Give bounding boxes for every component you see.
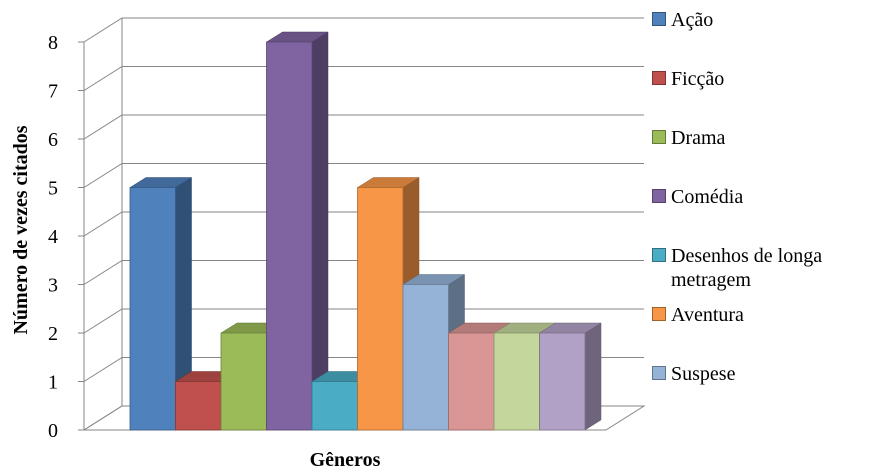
legend-label: Drama <box>671 127 726 149</box>
y-tick-label: 5 <box>48 178 58 200</box>
legend-label: Comédia <box>671 186 744 208</box>
bar <box>265 31 329 431</box>
bar <box>129 177 193 431</box>
legend-swatch <box>652 248 666 262</box>
gridlines <box>83 17 644 431</box>
y-tick-label: 6 <box>48 129 58 151</box>
bar-front <box>220 332 267 431</box>
legend-label: Ação <box>671 9 714 31</box>
bar-side <box>311 31 329 431</box>
gridline <box>83 17 644 43</box>
gridline <box>83 163 644 188</box>
legend-item: Drama <box>652 126 871 150</box>
gridline <box>83 260 644 285</box>
legend-swatch <box>652 71 666 85</box>
legend-swatch <box>652 189 666 203</box>
legend-item: Ficção <box>652 67 871 91</box>
y-tick-label: 3 <box>48 275 58 297</box>
y-tick-label: 4 <box>48 226 58 248</box>
bar-front <box>266 41 313 431</box>
legend-item: Comédia <box>652 185 871 209</box>
legend-label: Desenhos de longa metragem <box>671 245 823 291</box>
y-tick-label: 1 <box>48 372 58 394</box>
y-tick-label: 7 <box>48 81 58 103</box>
bar-front <box>493 332 540 431</box>
legend-swatch <box>652 366 666 380</box>
bar-front <box>448 332 495 431</box>
legend-item: Aventura <box>652 303 871 327</box>
gridline <box>83 308 644 334</box>
bar-side <box>584 322 602 431</box>
gridline <box>83 66 644 91</box>
bar-front <box>311 381 358 431</box>
legend-item: Desenhos de longa metragem <box>652 244 871 292</box>
y-tick-label: 0 <box>48 420 58 442</box>
bar <box>538 322 602 431</box>
legend-swatch <box>652 307 666 321</box>
y-axis-ticks: 0 1 2 3 4 5 6 7 8 <box>48 32 84 442</box>
x-axis-title: Gêneros <box>310 449 381 470</box>
bar-front <box>129 187 176 431</box>
legend-swatch <box>652 130 666 144</box>
gridline <box>83 114 644 140</box>
y-tick-label: 8 <box>48 32 58 54</box>
bar-front <box>539 332 586 431</box>
legend-label: Ficção <box>671 68 725 90</box>
legend-item: Suspese <box>652 362 871 386</box>
y-tick-label: 2 <box>48 323 58 345</box>
y-axis-title: Número de vezes citados <box>10 125 32 334</box>
legend-label: Suspese <box>671 363 736 385</box>
bars <box>129 31 602 431</box>
bar-front <box>175 381 222 431</box>
bar-front <box>357 187 404 431</box>
legend-swatch <box>652 12 666 26</box>
bar-front <box>402 284 449 431</box>
legend-item: Ação <box>652 8 871 32</box>
gridline <box>83 211 644 237</box>
legend-label: Aventura <box>671 304 744 326</box>
